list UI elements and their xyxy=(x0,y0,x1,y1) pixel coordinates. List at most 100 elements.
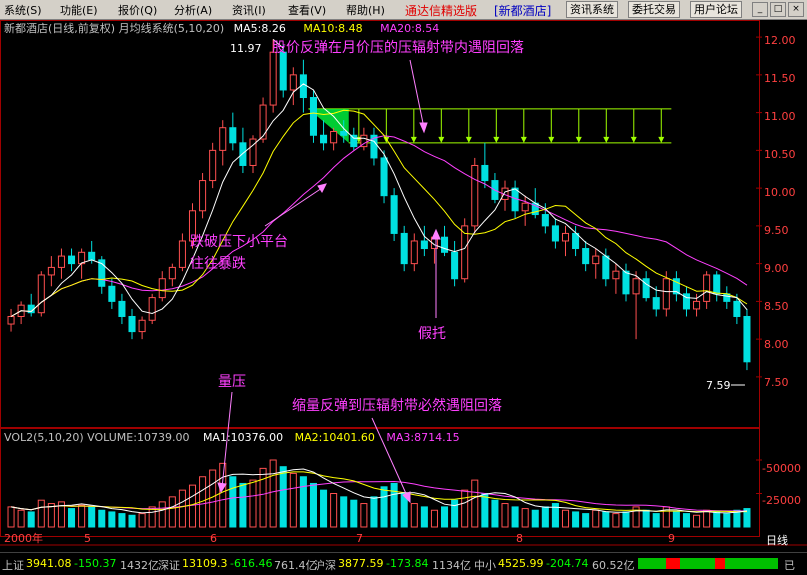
vol-ma2-label: MA2:10401.60 xyxy=(295,431,375,444)
volume-bar xyxy=(330,493,338,528)
volume-bar xyxy=(451,499,459,528)
candle-body xyxy=(541,214,549,227)
period-label[interactable]: 日线 xyxy=(766,533,788,547)
volume-bar xyxy=(441,506,449,528)
candle-body xyxy=(461,225,469,280)
band-wedge xyxy=(308,108,349,143)
ma5-label: MA5:8.26 xyxy=(234,22,286,35)
candle-body xyxy=(370,134,378,159)
date-label: 8 xyxy=(516,532,523,545)
sz-label: 深证 xyxy=(158,559,180,572)
price-grid xyxy=(756,36,762,378)
candle-body xyxy=(289,74,297,91)
volume-pressure-annotation: 量压 xyxy=(218,374,246,390)
maximize-icon[interactable]: □ xyxy=(770,2,786,17)
band-arrowhead xyxy=(410,136,417,143)
volume-bar xyxy=(98,509,106,528)
volume-bar xyxy=(269,459,277,528)
menu-quote[interactable]: 报价(Q) xyxy=(118,4,158,17)
volume-bar xyxy=(481,493,489,528)
candle-body xyxy=(98,259,106,287)
candle-body xyxy=(632,278,640,295)
volume-bar xyxy=(491,499,499,528)
menu-system[interactable]: 系统(S) xyxy=(4,4,42,17)
volume-bar xyxy=(128,514,136,528)
candle-body xyxy=(188,210,197,242)
minimize-icon[interactable]: _ xyxy=(752,2,768,17)
volume-bar xyxy=(461,489,469,528)
chart-title: 新都酒店(日线,前复权) 月均线系统(5,10,20) xyxy=(4,21,224,35)
candle-body xyxy=(592,255,600,265)
candlesticks xyxy=(7,39,751,371)
volume-bar xyxy=(259,467,267,528)
candle-body xyxy=(118,300,126,317)
candle-body xyxy=(420,240,428,250)
sz-change: -616.46 xyxy=(230,557,273,570)
candle-body xyxy=(390,195,398,234)
price-tick: 10.00 xyxy=(764,186,796,199)
sh-amount: 1432亿 xyxy=(120,559,159,572)
menu-view[interactable]: 查看(V) xyxy=(288,4,327,17)
resistance-annotation: 股价反弹在月价压的压辐射带内遇阻回落 xyxy=(272,40,524,56)
volume-bar xyxy=(390,482,398,528)
volume-bar xyxy=(471,479,479,528)
zx-label: 中小 xyxy=(474,559,496,572)
menu-analysis[interactable]: 分析(A) xyxy=(174,4,213,17)
date-label: 2000年 xyxy=(4,531,43,545)
candle-body xyxy=(602,255,610,280)
volume-bar xyxy=(400,493,408,528)
date-label: 6 xyxy=(210,532,217,545)
candle-body xyxy=(269,51,277,106)
vol-ma3-label: MA3:8714.15 xyxy=(386,431,459,444)
stock-chart[interactable]: 12.00 11.50 11.00 10.50 10.00 9.50 9.00 … xyxy=(0,20,807,552)
menu-function[interactable]: 功能(E) xyxy=(60,4,98,17)
volume-bar xyxy=(531,509,539,528)
price-tick: 7.50 xyxy=(764,376,789,389)
volume-bar xyxy=(420,506,428,528)
menu-help[interactable]: 帮助(H) xyxy=(346,4,385,17)
sh-label: 上证 xyxy=(2,559,24,572)
volume-header: VOL2(5,10,20) VOLUME:10739.00 MA1:10376.… xyxy=(4,431,460,444)
price-tick: 11.00 xyxy=(764,110,796,123)
band-arrowhead xyxy=(630,136,637,143)
volume-bar xyxy=(360,503,368,528)
candle-body xyxy=(672,278,680,295)
candle-body xyxy=(249,138,257,166)
candle-body xyxy=(410,240,418,265)
volume-bar xyxy=(582,513,590,528)
candle-body xyxy=(572,232,580,250)
volume-grid xyxy=(756,459,762,494)
low-label: 7.59 xyxy=(706,379,731,392)
zx-change: -204.74 xyxy=(546,557,589,570)
volume-bar xyxy=(229,476,237,528)
volume-bar xyxy=(108,511,116,528)
price-tick: 9.00 xyxy=(764,262,789,275)
volume-bar xyxy=(541,506,549,528)
price-panel-border xyxy=(0,20,760,428)
volume-bar xyxy=(279,466,287,528)
volume-bar xyxy=(78,504,86,528)
forum-button[interactable]: 用户论坛 xyxy=(690,1,742,18)
shrink-rebound-annotation: 缩量反弹到压辐射带必然遇阻回落 xyxy=(292,397,502,414)
ma10-line xyxy=(10,109,748,317)
close-icon[interactable]: × xyxy=(788,2,804,17)
price-tick: 9.50 xyxy=(764,224,789,237)
candle-body xyxy=(551,225,559,242)
menu-news[interactable]: 资讯(I) xyxy=(232,4,266,17)
breakdown-annotation-2: 往往暴跌 xyxy=(190,256,246,272)
volume-bar xyxy=(430,509,438,528)
volume-tick: -25000 xyxy=(762,494,801,507)
hs-value: 3877.59 xyxy=(338,557,384,570)
volume-bar xyxy=(17,509,25,528)
zx-value: 4525.99 xyxy=(498,557,544,570)
news-system-button[interactable]: 资讯系统 xyxy=(566,1,618,18)
status-bar: 上证 3941.08 -150.37 1432亿 深证 13109.3 -616… xyxy=(0,552,807,575)
vol-ma1-line xyxy=(10,468,748,514)
volume-bar xyxy=(672,511,680,528)
volume-tick: -50000 xyxy=(762,462,801,475)
candle-body xyxy=(400,232,408,265)
volume-bar xyxy=(733,509,741,528)
date-label: 5 xyxy=(84,532,91,545)
volume-bar xyxy=(309,482,317,528)
trade-button[interactable]: 委托交易 xyxy=(628,1,680,18)
